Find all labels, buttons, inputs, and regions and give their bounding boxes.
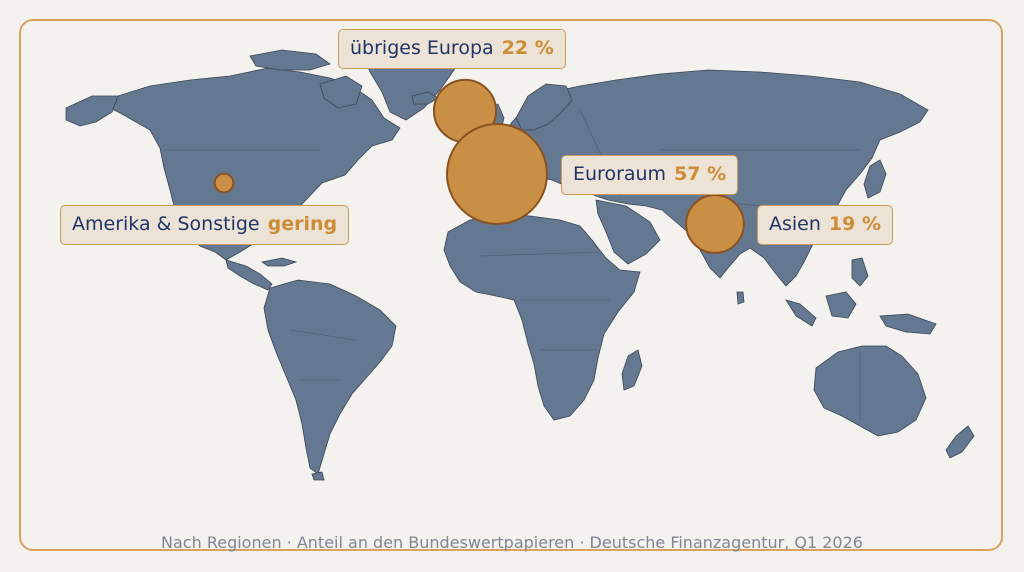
caribbean-islands-landmass [260, 257, 298, 267]
region-name: Amerika & Sonstige [72, 213, 260, 235]
japan-landmass [863, 159, 887, 199]
border-south-america-a [289, 329, 357, 341]
tierra-del-fuego-landmass [311, 471, 325, 481]
region-name: Asien [769, 213, 821, 235]
region-name: übriges Europa [350, 37, 494, 59]
region-value: 22 % [501, 37, 554, 59]
land-masses [65, 37, 975, 481]
region-value: 57 % [674, 163, 727, 185]
label-amerika-sonstige: Amerika & Sonstige gering [60, 205, 350, 245]
borneo-landmass [825, 291, 857, 319]
bubble-asien [685, 194, 745, 254]
map-frame [19, 19, 1003, 551]
arctic-islands-landmass [249, 49, 331, 71]
region-value: 19 % [828, 213, 882, 235]
new-guinea-landmass [879, 313, 937, 335]
map-footer-caption: Nach Regionen · Anteil an den Bundeswert… [161, 533, 863, 552]
baffin-island-landmass [319, 75, 363, 109]
central-america-landmass [225, 259, 273, 291]
philippines-landmass [851, 257, 869, 287]
border-africa-a [479, 251, 601, 257]
iceland-landmass [411, 91, 439, 105]
madagascar-landmass [621, 349, 643, 391]
bubble-amerika [213, 172, 235, 194]
arabia-landmass [595, 199, 661, 265]
bubble-euroraum [446, 123, 548, 225]
alaska-landmass [65, 95, 119, 127]
sri-lanka-landmass [736, 291, 745, 305]
label-uebriges-europa: übriges Europa 22 % [338, 29, 566, 69]
south-america-landmass [263, 279, 397, 475]
label-euroraum: Euroraum 57 % [561, 155, 739, 195]
africa-landmass [443, 213, 641, 421]
new-zealand-landmass [945, 425, 975, 459]
australia-landmass [813, 345, 927, 437]
region-value: gering [267, 213, 338, 235]
region-bubbles [213, 78, 745, 254]
region-name: Euroraum [573, 163, 667, 185]
scandinavia-landmass [515, 83, 573, 131]
label-asien: Asien 19 % [757, 205, 894, 245]
sumatra-landmass [785, 299, 817, 327]
